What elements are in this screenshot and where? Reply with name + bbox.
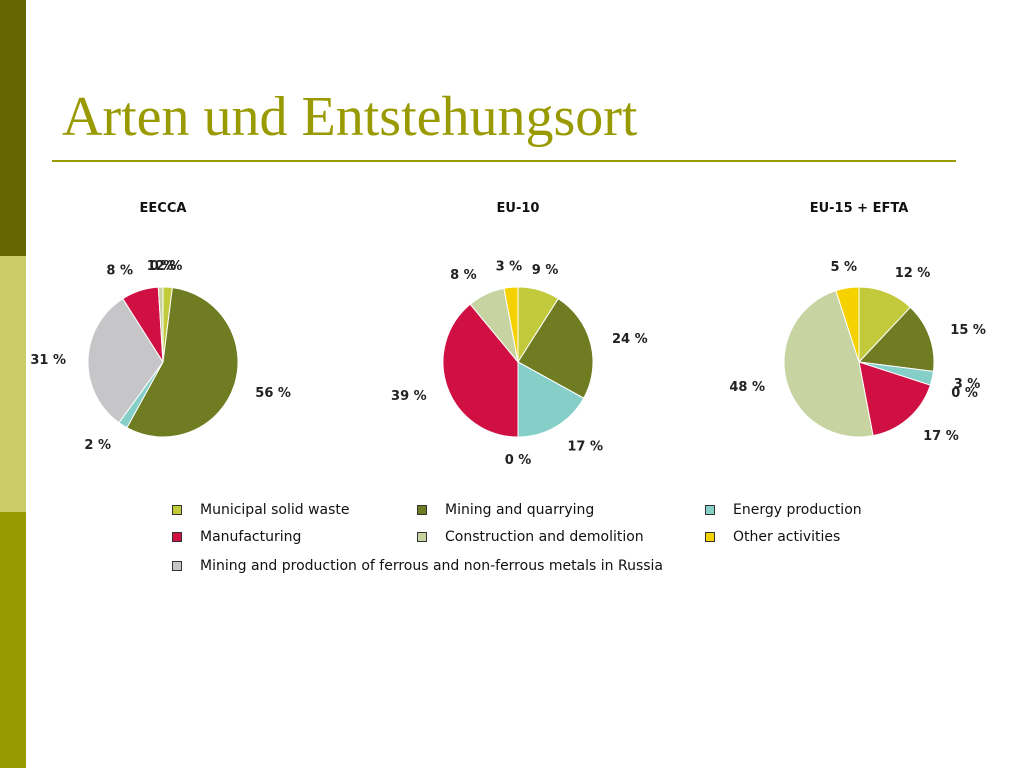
data-label-energy-production: 2 % [84, 438, 111, 453]
pie-title: EECCA [140, 201, 187, 216]
data-label-municipal-solid-waste: 9 % [532, 263, 559, 278]
pie-title: EU-15 + EFTA [810, 201, 909, 216]
data-label-mining-and-production-of-ferrous-and-non-ferrous-metals-in-russia: 31 % [30, 353, 66, 368]
pie-slice-other-activities [835, 286, 860, 363]
side-bar-segment-dark [0, 0, 26, 256]
pie-slice-mining-and-quarrying [517, 297, 594, 399]
side-bar-segment-light [0, 256, 26, 512]
data-label-mining-and-production-of-ferrous-and-non-ferrous-metals-in-russia: 0 % [951, 386, 978, 401]
data-label-energy-production: 17 % [567, 440, 603, 455]
data-label-manufacturing: 17 % [923, 429, 959, 444]
pie-slice-manufacturing [442, 303, 519, 438]
data-label-mining-and-production-of-ferrous-and-non-ferrous-metals-in-russia: 0 % [505, 453, 532, 468]
data-label-other-activities: 5 % [830, 260, 857, 275]
pie-slice-mining-and-production-of-ferrous-and-non-ferrous-metals-in-russia [87, 297, 164, 424]
pie-slice-other-activities [503, 286, 519, 363]
data-label-mining-and-quarrying: 24 % [612, 332, 648, 347]
data-label-other-activities: 0 % [150, 259, 177, 274]
data-label-manufacturing: 39 % [391, 389, 427, 404]
side-bar-segment-mid [0, 512, 26, 768]
slide-title: Arten und Entstehungsort [62, 86, 638, 148]
data-label-manufacturing: 8 % [106, 264, 133, 279]
data-label-construction-and-demolition: 8 % [450, 268, 477, 283]
pie-slice-mining-and-quarrying [857, 306, 935, 372]
pie-slice-manufacturing [858, 361, 931, 437]
title-underline [52, 160, 956, 162]
pie-eecca: EECCA 2 % 56 % 2 % 31 % 8 % 1 %0 % [30, 201, 291, 453]
pie-slice-construction-and-demolition [783, 290, 874, 438]
data-label-construction-and-demolition: 48 % [729, 380, 765, 395]
pie-eu-10: EU-10 9 % 24 % 17 % 0 % 39 % 8 % 3 % [391, 201, 648, 468]
pie-slice-mining-and-quarrying [126, 287, 239, 438]
data-label-energy-production: 3 % [954, 377, 981, 392]
pie-eu-15-efta: EU-15 + EFTA 12 % 15 % 3 %0 % 17 % 48 % 5 % [729, 201, 986, 444]
pie-title: EU-10 [497, 201, 540, 216]
data-label-municipal-solid-waste: 12 % [895, 266, 931, 281]
data-label-other-activities: 3 % [496, 259, 523, 274]
data-label-construction-and-demolition: 1 % [147, 259, 174, 274]
pie-slice-construction-and-demolition [157, 286, 164, 363]
data-label-mining-and-quarrying: 15 % [950, 323, 986, 338]
data-label-municipal-solid-waste: 2 % [156, 259, 183, 274]
side-accent-bar [0, 0, 26, 768]
pie-slice-energy-production [517, 361, 585, 438]
data-label-mining-and-quarrying: 56 % [255, 386, 291, 401]
